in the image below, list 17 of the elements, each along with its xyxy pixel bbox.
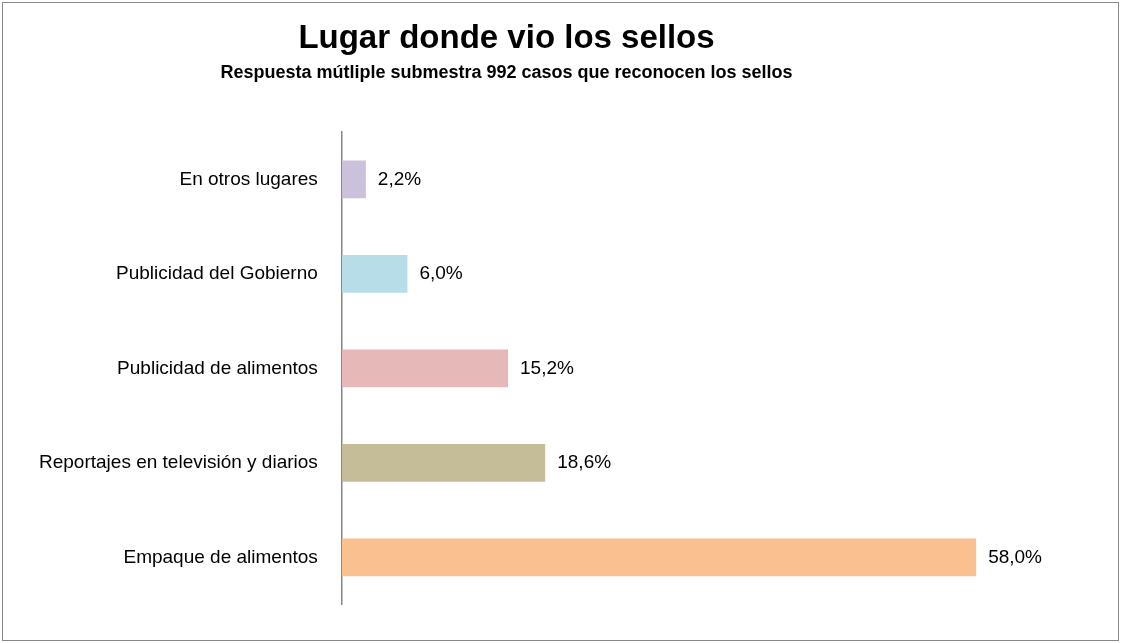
bar (341, 349, 509, 388)
bar (341, 538, 977, 577)
data-label: 6,0% (419, 262, 463, 284)
data-label: 58,0% (988, 545, 1043, 567)
y-tick-label: Publicidad de alimentos (117, 356, 318, 378)
bar (341, 255, 408, 293)
data-label: 2,2% (377, 167, 422, 189)
chart-subtitle: Respuesta mútliple submestra 992 casos que reconocen los sellos (220, 62, 793, 83)
bar (341, 443, 546, 482)
data-label: 18,6% (557, 451, 612, 473)
y-tick-label: Publicidad del Gobierno (116, 262, 318, 284)
y-tick-label: En otros lugares (179, 167, 318, 189)
data-label: 15,2% (520, 356, 575, 378)
chart-title: Lugar donde vio los sellos (298, 17, 715, 55)
y-tick-label: Empaque de alimentos (123, 545, 318, 567)
y-tick-label: Reportajes en televisión y diarios (39, 451, 318, 473)
bar (341, 160, 366, 199)
